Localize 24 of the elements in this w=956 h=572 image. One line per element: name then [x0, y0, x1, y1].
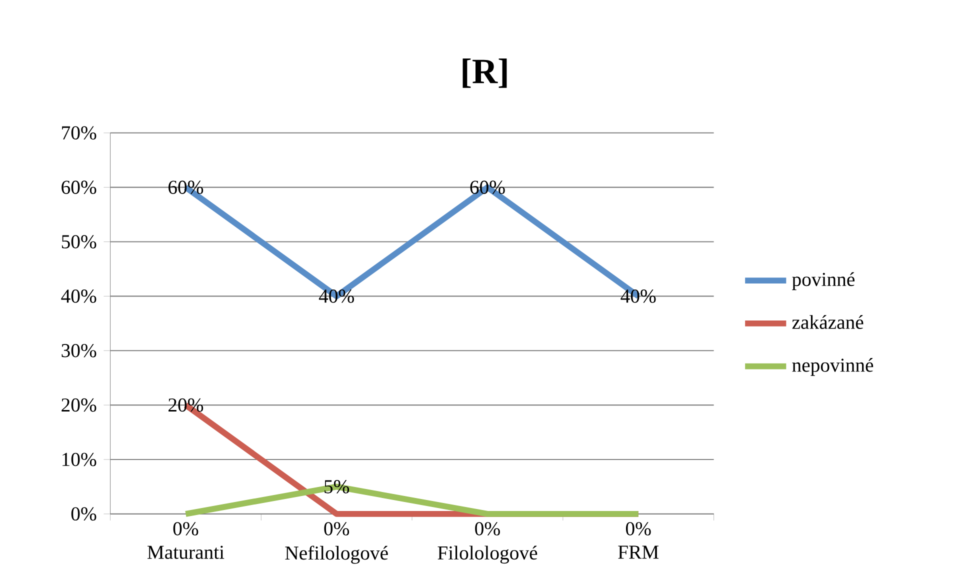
y-tick-label: 10%: [62, 452, 96, 466]
legend-label: nepovinné: [792, 358, 874, 376]
data-label: 0%: [475, 522, 500, 536]
data-label: 60%: [168, 180, 204, 194]
data-label: 0%: [173, 522, 198, 536]
data-label: 40%: [318, 290, 354, 303]
x-tick-label: Filolologové: [438, 546, 538, 564]
y-tick-label: 20%: [62, 398, 96, 412]
x-tick-label: Maturanti: [147, 546, 224, 559]
chart-title: [R]: [462, 58, 507, 88]
legend-label: povinné: [792, 272, 855, 290]
data-label: 40%: [620, 290, 656, 303]
x-tick-label: Nefilologové: [285, 546, 388, 564]
x-tick-label: FRM: [618, 546, 659, 559]
data-label: 20%: [168, 398, 204, 412]
data-label: 0%: [324, 522, 350, 536]
y-tick-label: 40%: [61, 290, 96, 303]
legend-label: zakázané: [792, 315, 864, 329]
y-tick-label: 30%: [62, 344, 96, 358]
y-tick-label: 70%: [62, 126, 96, 140]
y-tick-label: 60%: [62, 180, 96, 194]
y-tick-label: 50%: [62, 235, 96, 248]
y-tick-label: 0%: [71, 507, 96, 521]
data-label: 0%: [626, 522, 651, 536]
